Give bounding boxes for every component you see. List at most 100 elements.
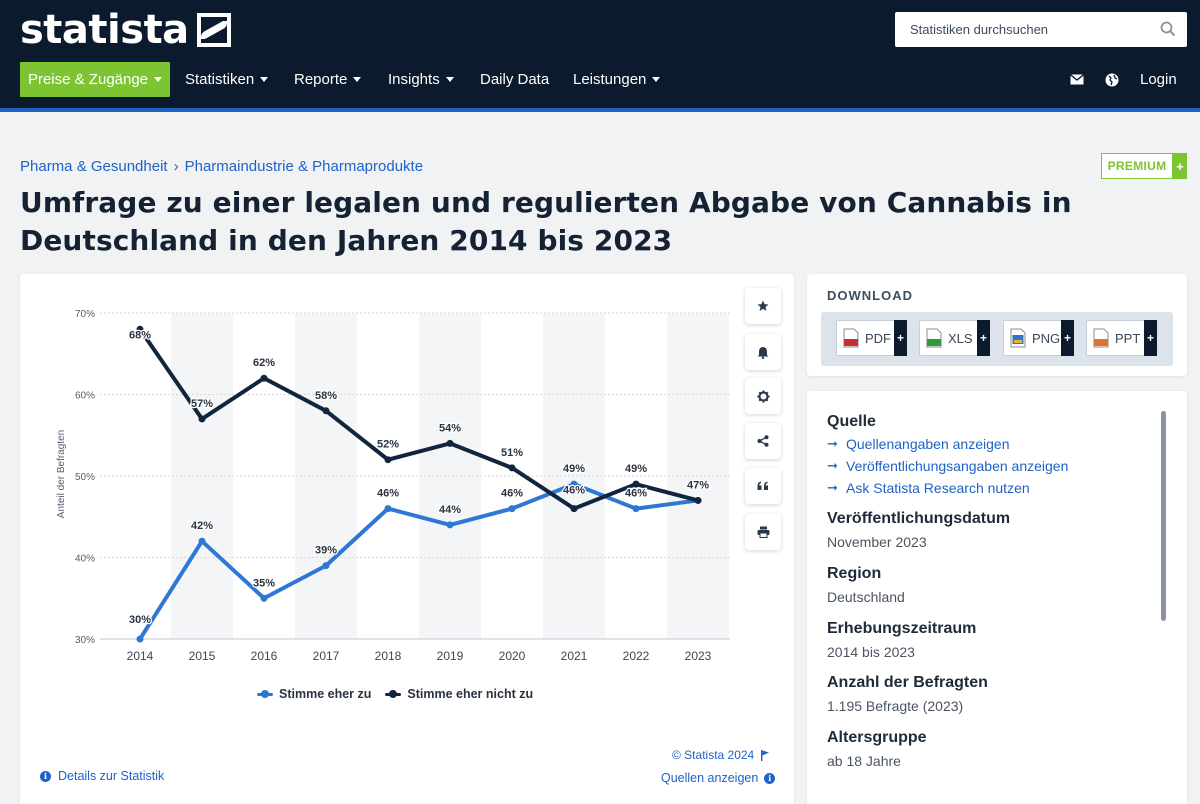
source-link-research[interactable]: ➞ Ask Statista Research nutzen — [827, 480, 1030, 496]
chart-legend: Stimme eher zu Stimme eher nicht zu — [257, 687, 547, 701]
header-accent-rule — [0, 108, 1200, 112]
y-axis-label: Anteil der Befragten — [56, 430, 67, 518]
login-link[interactable]: Login — [1140, 62, 1177, 97]
source-link-label: Veröffentlichungsangaben anzeigen — [846, 458, 1069, 474]
legend-item-disagree[interactable]: Stimme eher nicht zu — [385, 687, 533, 701]
legend-item-agree[interactable]: Stimme eher zu — [257, 687, 371, 701]
data-label: 54% — [439, 422, 461, 434]
globe-icon[interactable] — [1105, 62, 1119, 97]
ppt-plus-icon: + — [1144, 320, 1157, 356]
age-group-heading: Altersgruppe — [827, 729, 927, 746]
data-point — [136, 635, 144, 643]
data-label: 49% — [625, 463, 647, 475]
notification-button[interactable] — [745, 334, 781, 370]
flag-icon — [761, 749, 770, 761]
download-card: DOWNLOAD PDF + XLS + PNG + — [807, 274, 1187, 376]
statista-copyright-link[interactable]: © Statista 2024 — [672, 748, 770, 762]
share-icon — [757, 435, 769, 447]
download-xls-label: XLS — [948, 330, 973, 346]
logo-mark-icon — [196, 13, 231, 47]
pricing-menu-button[interactable]: Preise & Zugänge — [20, 62, 170, 97]
chart-card: 30% 40% 50% 60% 70% Anteil der Befragten 2014 2… — [20, 274, 794, 804]
top-navigation-bar: statista Preise & Zugänge Statistiken Re… — [0, 0, 1200, 110]
data-label: 30% — [129, 614, 151, 626]
data-point — [384, 505, 392, 513]
breadcrumb-item-pharmaindustrie[interactable]: Pharmaindustrie & Pharmaprodukte — [184, 158, 424, 175]
favorite-button[interactable] — [745, 288, 781, 324]
nav-statistiken[interactable]: Statistiken — [185, 62, 269, 97]
search-icon[interactable] — [1160, 21, 1176, 37]
x-tick-label: 2014 — [127, 649, 154, 663]
chevron-down-icon — [154, 77, 163, 82]
data-point — [198, 415, 206, 423]
chevron-down-icon — [652, 77, 661, 82]
y-tick-label: 50% — [75, 472, 95, 483]
nav-insights[interactable]: Insights — [388, 62, 454, 97]
download-pdf-button[interactable]: PDF + — [836, 320, 908, 356]
pdf-file-icon — [843, 328, 859, 348]
share-button[interactable] — [745, 423, 781, 459]
source-link-quellenangaben[interactable]: ➞ Quellenangaben anzeigen — [827, 436, 1009, 452]
nav-daily-data-label: Daily Data — [480, 71, 550, 88]
download-png-label: PNG — [1032, 330, 1061, 346]
download-xls-button[interactable]: XLS + — [919, 320, 991, 356]
x-tick-label: 2020 — [499, 649, 526, 663]
search-box[interactable] — [895, 12, 1187, 47]
show-sources-link[interactable]: Quellen anzeigen i — [661, 771, 776, 785]
download-ppt-label: PPT — [1115, 330, 1141, 346]
statista-logo[interactable]: statista — [20, 6, 231, 54]
search-input[interactable] — [895, 22, 1145, 37]
y-tick-label: 60% — [75, 391, 95, 402]
nav-statistiken-label: Statistiken — [185, 71, 255, 88]
png-file-icon — [1010, 328, 1026, 348]
pricing-menu-label: Preise & Zugänge — [27, 71, 149, 88]
download-ppt-button[interactable]: PPT + — [1086, 320, 1158, 356]
cite-button[interactable] — [745, 468, 781, 504]
statistic-details-link[interactable]: i Details zur Statistik — [40, 769, 164, 783]
gear-icon — [756, 389, 770, 403]
nav-insights-label: Insights — [388, 71, 440, 88]
x-tick-label: 2016 — [251, 649, 278, 663]
settings-button[interactable] — [745, 378, 781, 414]
data-point — [198, 537, 206, 545]
x-tick-label: 2017 — [313, 649, 340, 663]
nav-daily-data[interactable]: Daily Data — [480, 62, 549, 97]
chevron-down-icon — [353, 77, 362, 82]
data-point — [508, 464, 516, 472]
data-label: 39% — [315, 545, 337, 557]
source-link-label: Ask Statista Research nutzen — [846, 480, 1030, 496]
legend-label-disagree: Stimme eher nicht zu — [407, 687, 534, 701]
png-plus-icon: + — [1061, 320, 1074, 356]
premium-label: PREMIUM — [1101, 153, 1173, 179]
x-tick-label: 2022 — [623, 649, 650, 663]
data-point — [260, 594, 268, 602]
source-link-veroeffentlichung[interactable]: ➞ Veröffentlichungsangaben anzeigen — [827, 458, 1068, 474]
info-icon: i — [40, 770, 51, 782]
sources-label: Quellen anzeigen — [661, 771, 759, 785]
page-title: Umfrage zu einer legalen und regulierten… — [20, 186, 1072, 257]
arrow-right-icon: ➞ — [827, 480, 838, 495]
nav-leistungen[interactable]: Leistungen — [573, 62, 661, 97]
data-label: 49% — [563, 463, 585, 475]
breadcrumb: Pharma & Gesundheit › Pharmaindustrie & … — [20, 158, 423, 175]
data-label: 44% — [439, 504, 461, 516]
meta-scrollbar[interactable] — [1161, 411, 1166, 621]
mail-icon[interactable] — [1070, 62, 1084, 97]
x-tick-label: 2019 — [437, 649, 464, 663]
data-point — [260, 374, 268, 382]
data-point — [136, 325, 144, 333]
chevron-down-icon — [260, 77, 269, 82]
region-heading: Region — [827, 565, 882, 582]
print-button[interactable] — [745, 514, 781, 550]
premium-badge[interactable]: PREMIUM + — [1101, 153, 1187, 179]
survey-period-value: 2014 bis 2023 — [827, 644, 915, 660]
x-tick-label: 2021 — [561, 649, 588, 663]
data-point — [384, 456, 392, 464]
nav-reporte[interactable]: Reporte — [294, 62, 362, 97]
data-point — [322, 562, 330, 570]
x-tick-label: 2018 — [375, 649, 402, 663]
breadcrumb-item-pharma[interactable]: Pharma & Gesundheit — [20, 158, 168, 175]
download-png-button[interactable]: PNG + — [1003, 320, 1075, 356]
login-label: Login — [1140, 71, 1177, 88]
data-label: 46% — [625, 488, 647, 500]
